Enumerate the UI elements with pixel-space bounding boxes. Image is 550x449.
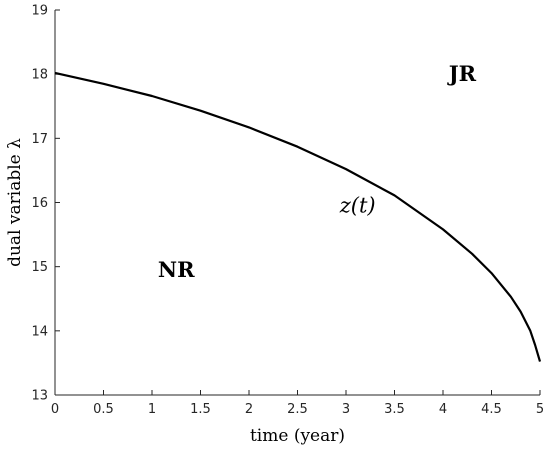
y-tick-label: 15 bbox=[31, 260, 48, 275]
series-layer bbox=[54, 71, 542, 362]
x-tick-label: 1.5 bbox=[190, 402, 211, 417]
x-tick-label: 1 bbox=[148, 402, 156, 417]
x-tick-labels: 0 0.5 1 1.5 2 2.5 3 3.5 4 4.5 5 bbox=[51, 402, 544, 417]
x-tick-label: 2.5 bbox=[287, 402, 308, 417]
x-tick-label: 0.5 bbox=[93, 402, 114, 417]
annotation-jr: JR bbox=[447, 61, 477, 86]
x-tick-label: 2 bbox=[245, 402, 253, 417]
x-tick-label: 3 bbox=[342, 402, 350, 417]
x-tick-label: 0 bbox=[51, 402, 59, 417]
series-line bbox=[54, 71, 542, 362]
y-tick-label: 18 bbox=[31, 68, 48, 83]
annotation-nr: NR bbox=[158, 257, 195, 282]
y-tick-label: 13 bbox=[31, 389, 48, 404]
annotation-curve-label: z(t) bbox=[339, 194, 376, 218]
y-tick-label: 19 bbox=[31, 4, 48, 19]
x-axis-label: time (year) bbox=[250, 426, 345, 446]
x-tick-label: 5 bbox=[536, 402, 544, 417]
y-tick-label: 14 bbox=[31, 324, 48, 339]
y-tick-label: 17 bbox=[31, 132, 48, 147]
tick-marks bbox=[54, 9, 541, 396]
y-tick-labels: 13 14 15 16 17 18 19 bbox=[31, 4, 48, 404]
y-tick-label: 16 bbox=[31, 196, 48, 211]
y-axis-label: dual variable λ bbox=[5, 138, 25, 267]
x-tick-label: 4.5 bbox=[481, 402, 502, 417]
x-tick-label: 4 bbox=[439, 402, 447, 417]
x-tick-label: 3.5 bbox=[384, 402, 405, 417]
